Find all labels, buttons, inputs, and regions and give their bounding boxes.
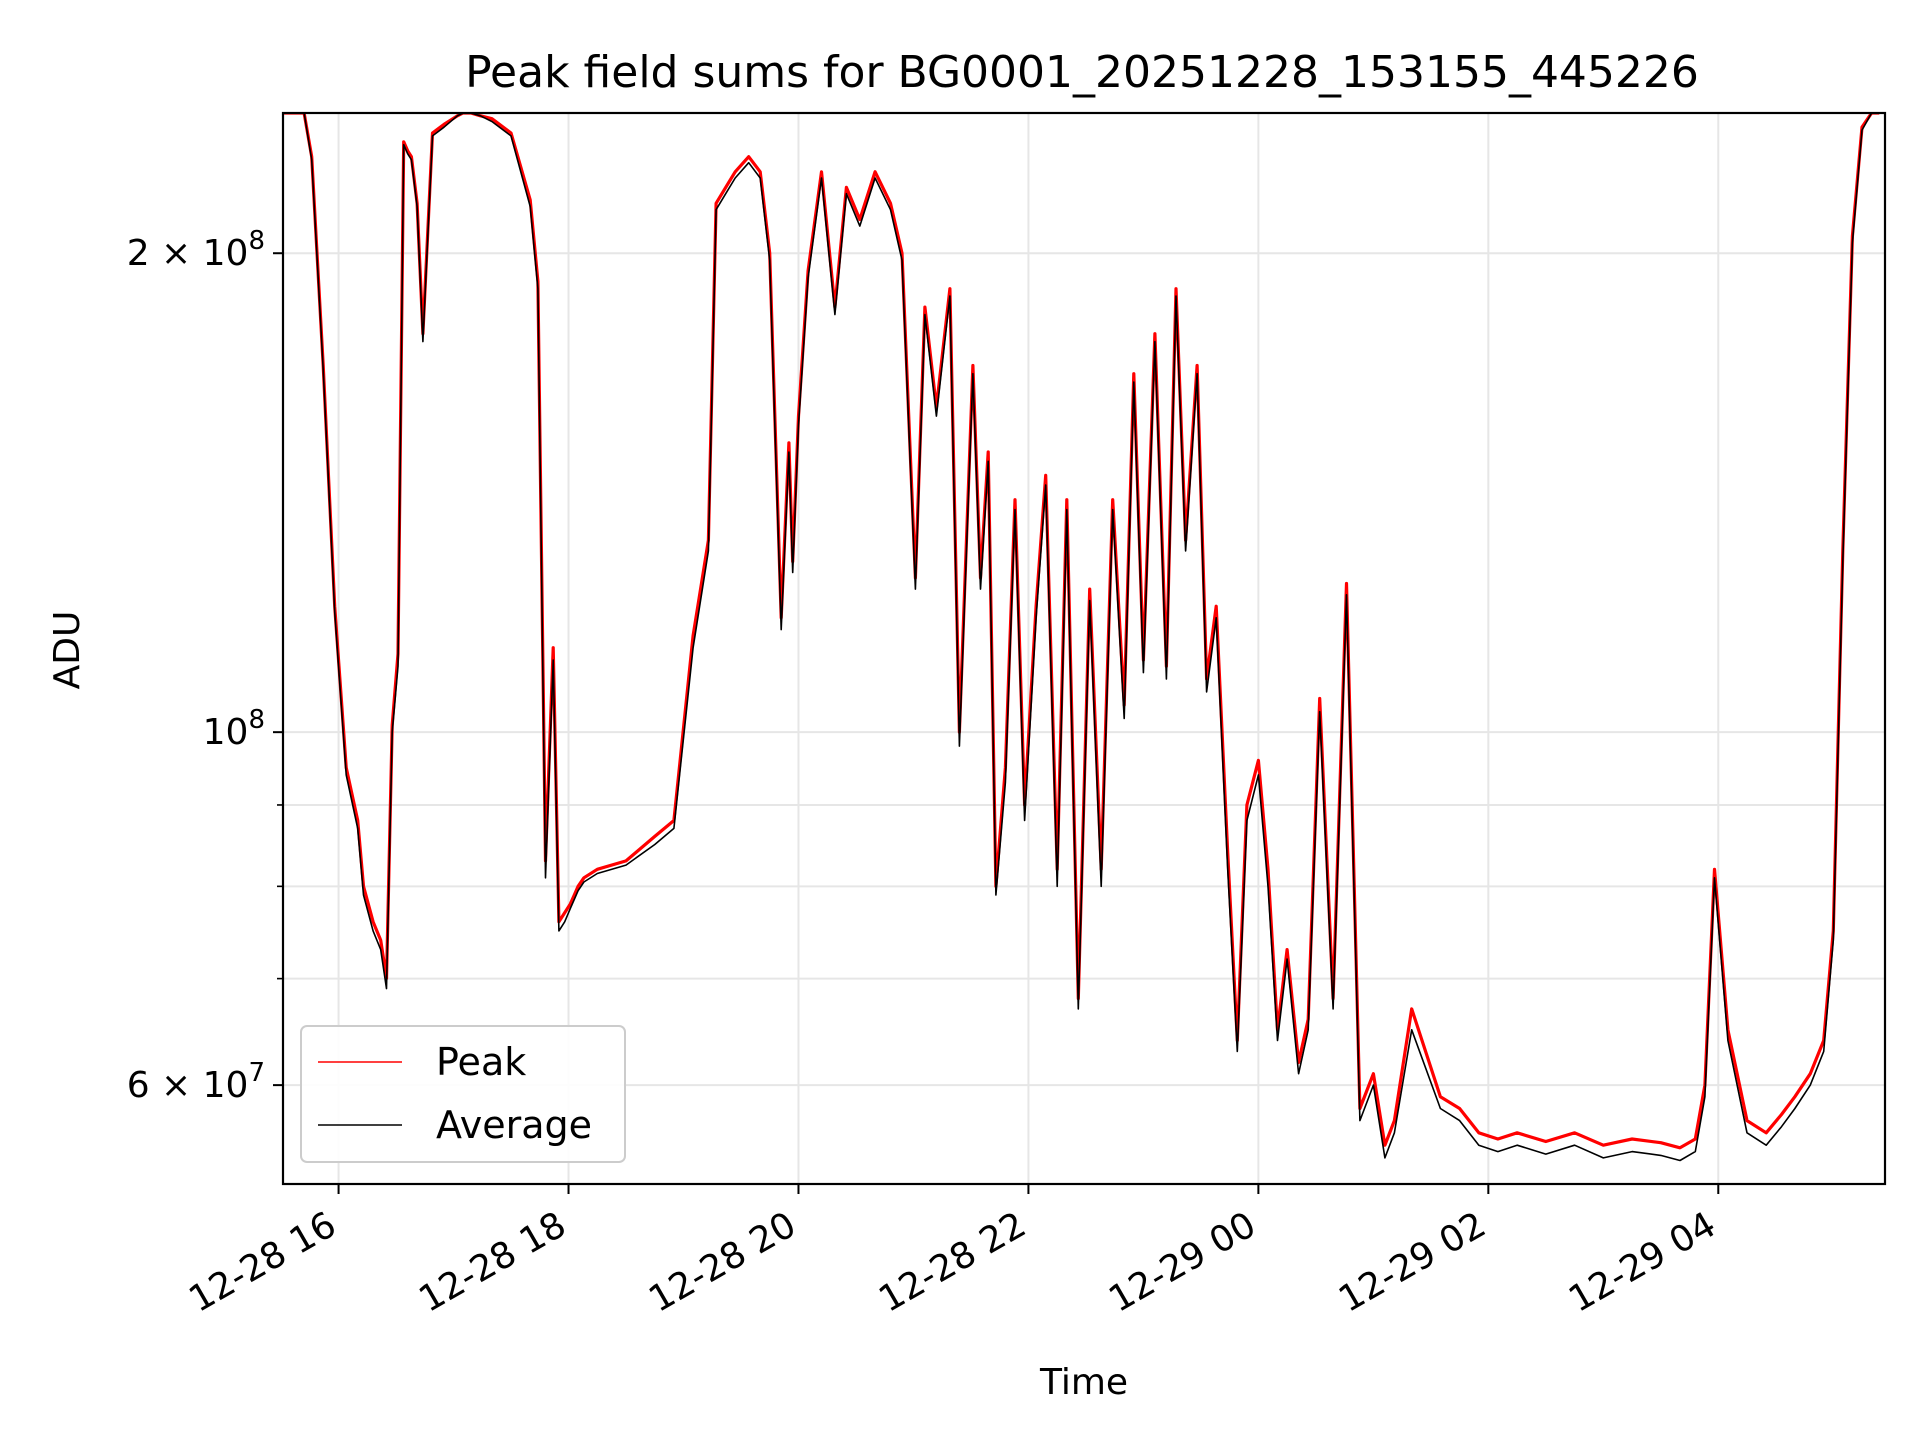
axes-frame bbox=[281, 111, 1887, 1186]
y-tick-label: 6 × 107 bbox=[127, 1058, 265, 1106]
legend: Peak Average bbox=[300, 1025, 626, 1163]
y-tick-label: 2 × 108 bbox=[127, 226, 265, 274]
legend-box bbox=[300, 1025, 626, 1163]
y-axis-label: ADU bbox=[47, 611, 88, 690]
x-axis-label: Time bbox=[1039, 1362, 1128, 1403]
legend-label-peak: Peak bbox=[436, 1040, 526, 1084]
legend-label-average: Average bbox=[436, 1103, 592, 1147]
chart-title: Peak field sums for BG0001_20251228_1531… bbox=[465, 47, 1699, 98]
